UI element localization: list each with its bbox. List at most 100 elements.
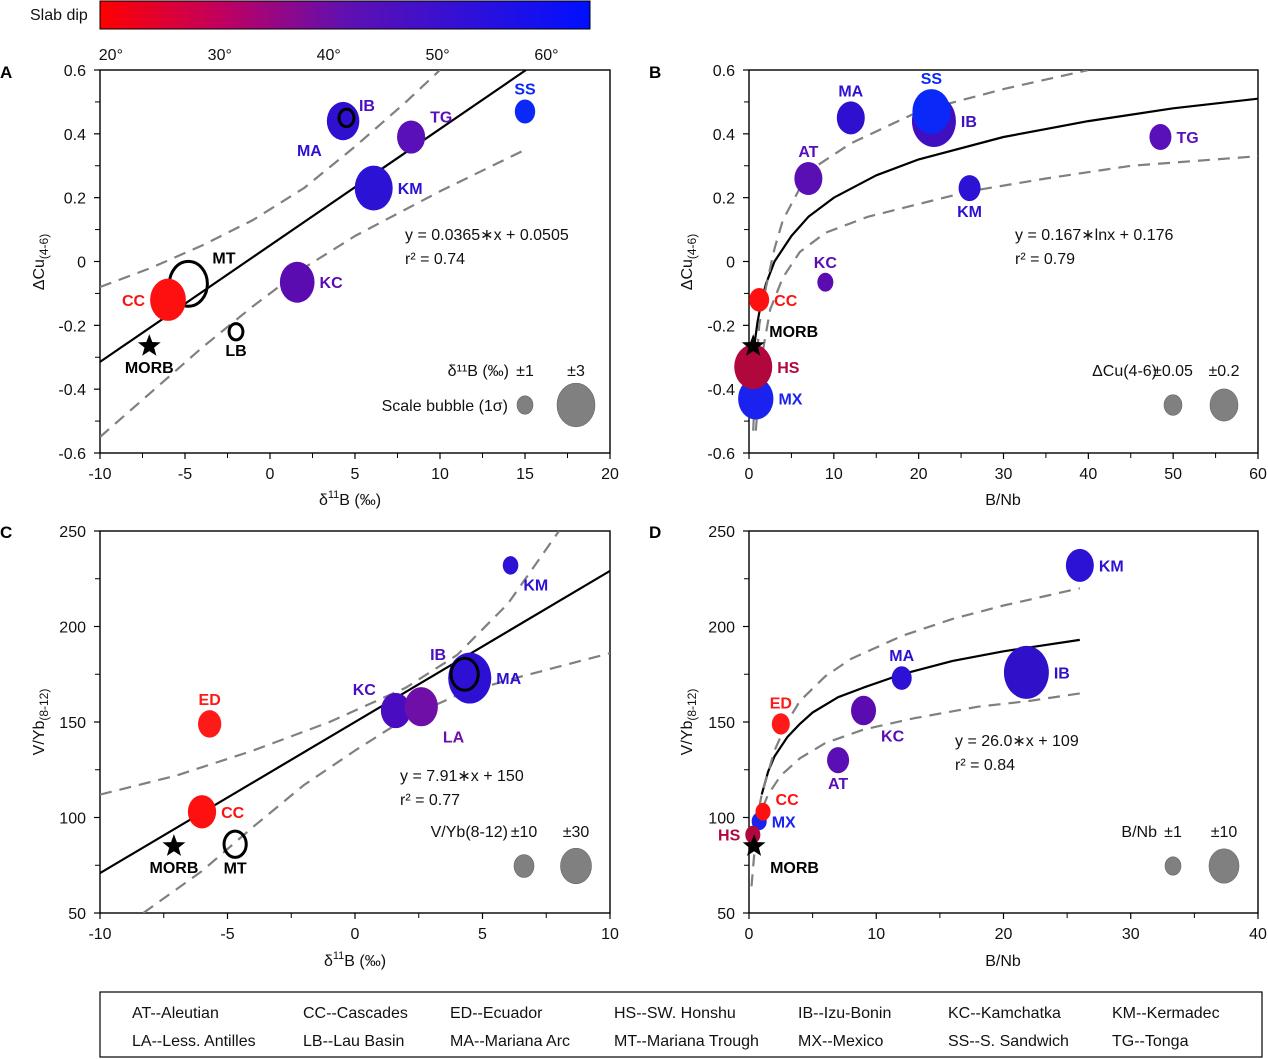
point-label: MORB — [770, 860, 819, 877]
bubble-legend-large — [556, 382, 596, 428]
x-axis-title: δ11B (‰) — [324, 950, 386, 970]
y-axis-title: V/Yb(8-12) — [31, 689, 51, 756]
x-axis-title-pre: B/Nb — [985, 492, 1021, 509]
bubble — [1149, 124, 1172, 151]
bubble — [1065, 548, 1094, 582]
data-point-ss: SS — [514, 81, 536, 124]
y-axis-title-sub: (8-12) — [685, 689, 699, 721]
y-tick-label: 0.4 — [64, 127, 86, 144]
x-tick-label: 10 — [867, 926, 885, 943]
point-label: LB — [225, 343, 246, 360]
data-point-ss: SS — [912, 71, 951, 134]
point-label: IB — [961, 114, 977, 131]
panel-A: A -10 -5 0 5 10 15 20 -0.6 -0.4 -0.2 0 0.2 0.4 0.6 δ11B… — [0, 63, 619, 509]
x-tick-label: 30 — [1122, 926, 1140, 943]
point-label: MORB — [125, 360, 174, 377]
y-tick-label: -0.4 — [707, 382, 735, 399]
data-point-mt: MT — [222, 829, 248, 877]
bubble-scale-legend: ΔCu(4-6)±0.05 ±0.2 — [1092, 363, 1240, 422]
point-label: TG — [430, 109, 452, 126]
fit-lines — [750, 587, 1081, 887]
y-tick-label: 0.2 — [713, 191, 735, 208]
data-point-morb: MORB — [742, 834, 819, 877]
x-tick-label: 5 — [351, 466, 360, 483]
regression-equation: y = 0.0365∗x + 0.0505 — [405, 227, 569, 244]
bubble — [198, 710, 222, 738]
point-label: KC — [353, 682, 377, 699]
regression-line — [752, 97, 1258, 361]
bubble — [755, 802, 771, 821]
bubble-legend-small — [516, 395, 534, 415]
bubble-legend-small — [1164, 856, 1182, 876]
data-point-lb: LB — [225, 322, 247, 360]
bubble-legend-large — [560, 847, 592, 885]
y-tick-label: -0.2 — [58, 318, 86, 335]
point-label: CC — [776, 792, 800, 809]
y-tick-label: 0.2 — [64, 191, 86, 208]
bubble — [749, 288, 770, 312]
bubble-legend-title: ΔCu(4-6) — [1092, 363, 1157, 380]
data-point-la: LA — [404, 687, 465, 746]
bubble — [817, 272, 834, 292]
bubble-legend-title: B/Nb — [1121, 824, 1157, 841]
bubble-legend-small-label: ±1 — [1164, 824, 1182, 841]
data-point-ib: IB — [1003, 645, 1070, 699]
data-point-kc: KC — [353, 682, 411, 729]
point-label: ED — [199, 692, 221, 709]
regression-line — [760, 638, 1080, 795]
r-squared: r² = 0.79 — [1015, 251, 1075, 268]
r-squared: r² = 0.74 — [405, 251, 465, 268]
confidence-band-line — [100, 70, 441, 289]
data-point-hs: HS — [734, 344, 800, 390]
bubble-legend-large-label: ±10 — [1211, 824, 1238, 841]
data-point-tg: TG — [397, 109, 452, 154]
data-point-morb: MORB — [125, 334, 174, 377]
panel-C: C -10 -5 0 5 10 50 100 150 200 250 δ11B (‰) V/Yb(8-1… — [0, 523, 619, 970]
point-label: TG — [1176, 130, 1198, 147]
bubble — [745, 825, 761, 844]
y-axis-title-main: ΔCu — [679, 259, 696, 290]
data-point-cc: CC — [187, 795, 245, 829]
y-tick-label: -0.4 — [58, 382, 86, 399]
slab-dip-colorbar: Slab dip 20° 30° 40° 50° 60° — [30, 0, 591, 64]
bubble — [891, 666, 912, 690]
y-tick-label: 150 — [708, 715, 735, 732]
point-label: MT — [212, 250, 235, 267]
x-tick-label: 60 — [1249, 466, 1267, 483]
y-tick-label: 250 — [59, 524, 86, 541]
point-label: KM — [523, 578, 548, 595]
y-tick-label: 100 — [59, 811, 86, 828]
data-point-ib: IB — [430, 647, 480, 692]
bubble — [354, 165, 393, 211]
y-axis-title-main: V/Yb — [31, 721, 48, 756]
x-tick-label: -10 — [88, 926, 111, 943]
star-marker — [742, 834, 766, 856]
x-tick-label: 15 — [516, 466, 534, 483]
bubble-legend-small-label: ±10 — [511, 824, 538, 841]
y-tick-label: 50 — [68, 906, 86, 923]
abbreviation-legend: AT--Aleutian CC--Cascades ED--Ecuador HS--S… — [99, 991, 1263, 1058]
bubble — [794, 161, 823, 196]
bubble — [279, 261, 315, 303]
y-tick-label: 0.4 — [713, 127, 735, 144]
point-label: MORB — [150, 860, 199, 877]
point-label: MA — [297, 143, 322, 160]
x-axis-title-pre: B/Nb — [985, 953, 1021, 970]
bubble-legend-large-label: ±3 — [567, 363, 585, 380]
bubble — [738, 377, 774, 420]
point-label: HS — [777, 360, 800, 377]
data-point-hs: HS — [718, 825, 761, 845]
bubble — [502, 556, 519, 575]
x-tick-label: -10 — [88, 466, 111, 483]
point-label: MA — [838, 83, 863, 100]
legend-entry: LA--Less. Antilles — [132, 1033, 256, 1050]
star-marker — [741, 334, 765, 356]
x-axis-title-sup: 11 — [328, 489, 339, 501]
x-tick-label: 50 — [1164, 466, 1182, 483]
bubble — [1003, 645, 1049, 699]
legend-entry: KC--Kamchatka — [948, 1005, 1061, 1022]
legend-entry: MT--Mariana Trough — [614, 1033, 759, 1050]
confidence-band-line — [100, 531, 560, 796]
point-label: CC — [122, 293, 146, 310]
y-axis-title-main: V/Yb — [679, 721, 696, 756]
